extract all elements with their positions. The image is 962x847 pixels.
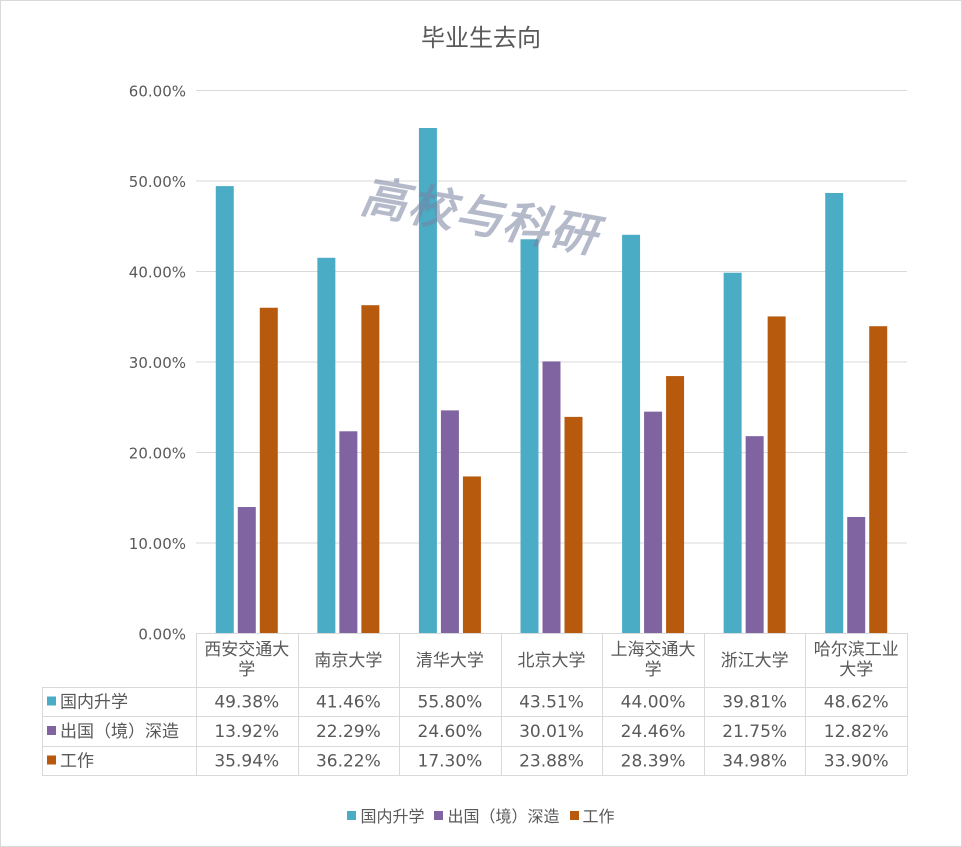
y-tick-label: 40.00%: [129, 264, 186, 282]
table-legend-key: [47, 755, 56, 765]
table-row-label: 出国（境）深造: [60, 722, 179, 742]
bar: [825, 192, 844, 633]
table-cell: 22.29%: [316, 722, 381, 742]
table-row-label: 国内升学: [60, 693, 128, 713]
table-cell: 24.46%: [621, 722, 686, 742]
bar: [361, 305, 380, 633]
table-cell: 33.90%: [824, 752, 889, 772]
bar: [237, 507, 256, 633]
bar: [723, 272, 742, 633]
table-cell: 17.30%: [418, 752, 483, 772]
legend-swatch: [434, 810, 444, 820]
bar: [542, 361, 561, 633]
bar: [259, 307, 278, 633]
bar: [462, 476, 481, 633]
table-cell: 41.46%: [316, 693, 381, 713]
table-cell: 13.92%: [214, 722, 279, 742]
category-label: 北京大学: [518, 651, 586, 671]
y-tick-label: 0.00%: [138, 626, 186, 644]
y-tick-label: 30.00%: [129, 354, 186, 372]
category-label: 西安交通大学: [204, 640, 289, 680]
legend-item: 出国（境）深造: [434, 803, 560, 827]
category-label: 浙江大学: [721, 651, 789, 671]
table-cell: 44.00%: [621, 693, 686, 713]
table-row-label: 工作: [60, 752, 94, 772]
chart-title: 毕业生去向: [421, 24, 541, 52]
table-cell: 55.80%: [418, 693, 483, 713]
category-label: 哈尔滨工业大学: [814, 640, 899, 680]
bar: [564, 416, 583, 633]
bar: [745, 436, 764, 633]
legend-label: 国内升学: [360, 807, 425, 826]
bar: [622, 234, 641, 634]
table-cell: 24.60%: [418, 722, 483, 742]
bar: [520, 239, 539, 633]
bar: [317, 257, 336, 633]
table-cell: 36.22%: [316, 752, 381, 772]
table-cell: 28.39%: [621, 752, 686, 772]
table-cell: 35.94%: [214, 752, 279, 772]
legend-label: 工作: [582, 807, 615, 826]
category-label: 南京大学: [314, 651, 382, 671]
bar: [869, 326, 888, 633]
bar: [847, 516, 866, 633]
legend-item: 国内升学: [347, 803, 424, 827]
y-tick-label: 50.00%: [129, 173, 186, 191]
table-cell: 39.81%: [722, 693, 787, 713]
legend-item: 工作: [569, 803, 615, 827]
y-tick-label: 20.00%: [129, 445, 186, 463]
table-legend-key: [47, 696, 56, 706]
bar: [767, 316, 786, 633]
table-cell: 43.51%: [519, 693, 584, 713]
table-cell: 30.01%: [519, 722, 584, 742]
y-tick-label: 10.00%: [129, 535, 186, 553]
y-tick-label: 60.00%: [129, 83, 186, 101]
table-cell: 49.38%: [214, 693, 279, 713]
table-legend-key: [47, 726, 56, 735]
legend: 国内升学 出国（境）深造 工作: [0, 803, 962, 827]
table-cell: 12.82%: [824, 722, 889, 742]
bar: [666, 376, 685, 633]
bar: [644, 411, 663, 633]
table-cell: 34.98%: [722, 752, 787, 772]
table-cell: 48.62%: [824, 693, 889, 713]
legend-label: 出国（境）深造: [447, 807, 560, 826]
legend-swatch: [347, 810, 357, 820]
legend-swatch: [569, 810, 579, 820]
table-cell: 23.88%: [519, 752, 584, 772]
category-label: 清华大学: [416, 651, 484, 671]
bar: [418, 128, 437, 633]
bar: [215, 186, 234, 633]
table-cell: 21.75%: [722, 722, 787, 742]
bar: [339, 431, 358, 633]
bar: [440, 410, 459, 633]
category-label: 上海交通大学: [611, 640, 696, 680]
